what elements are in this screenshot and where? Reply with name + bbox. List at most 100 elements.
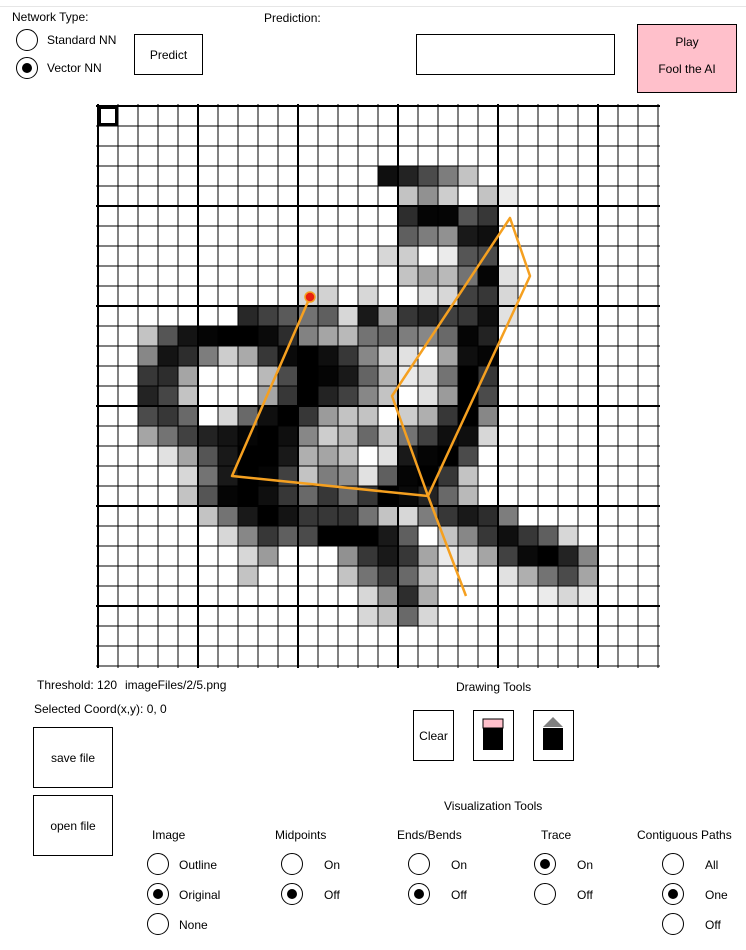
pixel-cell <box>378 246 398 266</box>
pixel-cell <box>418 426 438 446</box>
pixel-cell <box>398 546 418 566</box>
midpoints-off-radio[interactable] <box>281 883 303 905</box>
pixel-cell <box>518 566 538 586</box>
midpoints-on-radio[interactable] <box>281 853 303 875</box>
save-file-button[interactable]: save file <box>33 727 113 788</box>
pixel-cell <box>318 326 338 346</box>
pixel-cell <box>298 526 318 546</box>
pixel-cell <box>438 406 458 426</box>
pixel-cell <box>378 426 398 446</box>
fool-the-ai-label: Fool the AI <box>658 62 716 76</box>
image-file-path: imageFiles/2/5.png <box>125 678 227 692</box>
contiguous-paths-one-radio[interactable] <box>662 883 684 905</box>
pixel-cell <box>218 346 238 366</box>
pixel-cell <box>478 306 498 326</box>
vector-nn-radio[interactable] <box>16 57 38 79</box>
draw-tool-button[interactable] <box>473 710 514 761</box>
drawing-grid[interactable] <box>96 104 660 668</box>
pixel-cell <box>278 426 298 446</box>
pixel-cell <box>218 526 238 546</box>
midpoints-off-label: Off <box>324 888 340 902</box>
pixel-cell <box>438 506 458 526</box>
pixel-cell <box>178 426 198 446</box>
pixel-cell <box>438 226 458 246</box>
pixel-cell <box>458 286 478 306</box>
image-none-label: None <box>179 918 208 932</box>
pixel-cell <box>298 326 318 346</box>
pixel-cell <box>458 306 478 326</box>
pixel-cell <box>418 366 438 386</box>
ends-bends-off-radio[interactable] <box>408 883 430 905</box>
pixel-cell <box>258 346 278 366</box>
pixel-cell <box>338 346 358 366</box>
pixel-cell <box>258 426 278 446</box>
pixel-cell <box>298 486 318 506</box>
pixel-cell <box>478 246 498 266</box>
pixel-cell <box>398 406 418 426</box>
pixel-cell <box>478 526 498 546</box>
pixel-cell <box>478 406 498 426</box>
pixel-cell <box>298 446 318 466</box>
pixel-cell <box>318 386 338 406</box>
erase-tool-button[interactable] <box>533 710 574 761</box>
clear-button[interactable]: Clear <box>413 710 454 761</box>
image-original-radio[interactable] <box>147 883 169 905</box>
pixel-cell <box>538 566 558 586</box>
pixel-cell <box>438 326 458 346</box>
ends-bends-on-radio[interactable] <box>408 853 430 875</box>
pixel-cell <box>138 326 158 346</box>
pixel-cell <box>138 346 158 366</box>
pixel-cell <box>358 606 378 626</box>
pixel-cell <box>218 486 238 506</box>
pixel-cell <box>538 546 558 566</box>
pixel-canvas[interactable] <box>96 104 660 668</box>
pixel-cell <box>318 306 338 326</box>
ends-bends-on-label: On <box>451 858 468 872</box>
pixel-cell <box>498 266 518 286</box>
pixel-cell <box>418 206 438 226</box>
pixel-cell <box>458 526 478 546</box>
trace-off-radio[interactable] <box>534 883 556 905</box>
pixel-cell <box>438 486 458 506</box>
image-outline-label: Outline <box>179 858 218 872</box>
pixel-cell <box>418 406 438 426</box>
pixel-cell <box>398 506 418 526</box>
pixel-cell <box>378 546 398 566</box>
pixel-cell <box>458 506 478 526</box>
pixel-cell <box>318 446 338 466</box>
pixel-cell <box>258 466 278 486</box>
pixel-cell <box>398 166 418 186</box>
pixel-cell <box>378 606 398 626</box>
pixel-cell <box>498 506 518 526</box>
pixel-cell <box>398 466 418 486</box>
pixel-cell <box>358 526 378 546</box>
play-fool-ai-button[interactable]: Play Fool the AI <box>637 24 737 93</box>
pixel-cell <box>478 186 498 206</box>
pixel-cell <box>458 466 478 486</box>
pixel-cell <box>278 386 298 406</box>
pixel-cell <box>558 546 578 566</box>
pixel-cell <box>438 466 458 486</box>
pixel-cell <box>178 386 198 406</box>
image-outline-radio[interactable] <box>147 853 169 875</box>
pixel-cell <box>178 486 198 506</box>
pixel-cell <box>278 366 298 386</box>
pixel-cell <box>398 266 418 286</box>
pixel-cell <box>198 346 218 366</box>
pixel-cell <box>138 366 158 386</box>
contiguous-paths-off-radio[interactable] <box>662 913 684 935</box>
pixel-cell <box>178 326 198 346</box>
contiguous-paths-all-radio[interactable] <box>662 853 684 875</box>
pixel-cell <box>198 466 218 486</box>
trace-group-label: Trace <box>541 828 572 842</box>
pixel-cell <box>558 586 578 606</box>
pixel-cell <box>418 546 438 566</box>
predict-button[interactable]: Predict <box>134 34 203 75</box>
standard-nn-radio[interactable] <box>16 29 38 51</box>
pixel-cell <box>478 206 498 226</box>
image-none-radio[interactable] <box>147 913 169 935</box>
pixel-cell <box>558 566 578 586</box>
pixel-cell <box>578 566 598 586</box>
trace-on-radio[interactable] <box>534 853 556 875</box>
open-file-button[interactable]: open file <box>33 795 113 856</box>
